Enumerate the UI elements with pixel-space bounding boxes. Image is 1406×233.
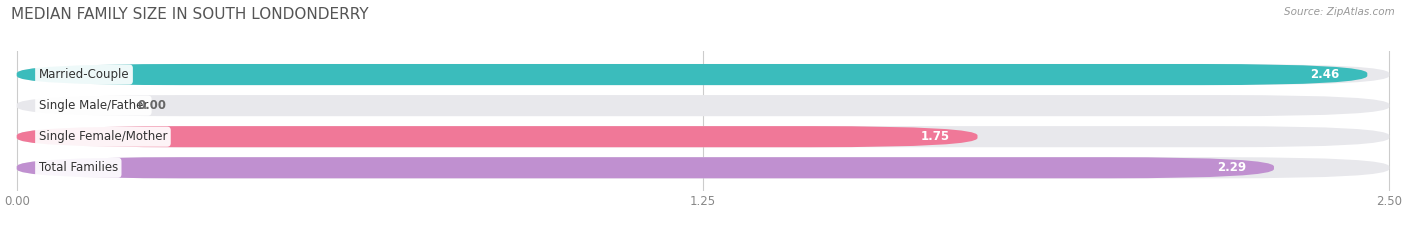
FancyBboxPatch shape [17, 126, 977, 147]
FancyBboxPatch shape [17, 157, 1389, 178]
FancyBboxPatch shape [17, 157, 1274, 178]
Text: Source: ZipAtlas.com: Source: ZipAtlas.com [1284, 7, 1395, 17]
Text: 2.29: 2.29 [1218, 161, 1247, 174]
Text: 2.46: 2.46 [1310, 68, 1340, 81]
Text: 1.75: 1.75 [921, 130, 950, 143]
FancyBboxPatch shape [17, 126, 1389, 147]
Text: Married-Couple: Married-Couple [39, 68, 129, 81]
FancyBboxPatch shape [17, 95, 1389, 116]
Text: Total Families: Total Families [39, 161, 118, 174]
Text: 0.00: 0.00 [138, 99, 166, 112]
Text: Single Male/Father: Single Male/Father [39, 99, 148, 112]
Text: Single Female/Mother: Single Female/Mother [39, 130, 167, 143]
FancyBboxPatch shape [17, 64, 1367, 85]
FancyBboxPatch shape [17, 64, 1389, 85]
Text: MEDIAN FAMILY SIZE IN SOUTH LONDONDERRY: MEDIAN FAMILY SIZE IN SOUTH LONDONDERRY [11, 7, 368, 22]
